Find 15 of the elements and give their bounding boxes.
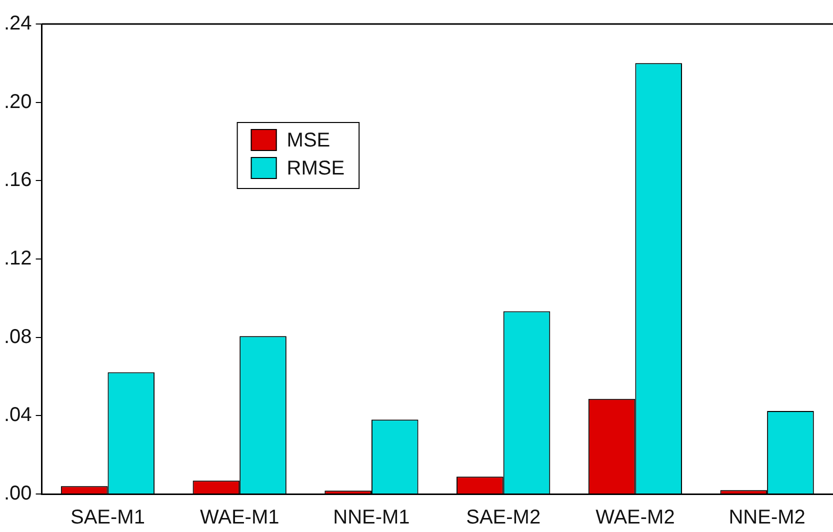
x-tick-label: WAE-M1	[200, 506, 280, 529]
legend-label: MSE	[286, 130, 330, 152]
y-tick-label: .04	[4, 404, 32, 426]
x-tick-label: SAE-M2	[466, 506, 541, 529]
y-tick-label: .16	[4, 169, 32, 192]
y-tick-label: .00	[4, 482, 32, 505]
x-tick-label: SAE-M1	[70, 506, 145, 529]
y-tick-label: .20	[4, 90, 32, 113]
y-tick-label: .12	[4, 248, 32, 270]
x-tick-label: NNE-M2	[728, 506, 806, 529]
x-tick-label: WAE-M2	[596, 506, 675, 529]
y-tick-label: .08	[4, 326, 32, 348]
y-tick-label: .24	[4, 12, 32, 35]
legend-label: RMSE	[286, 158, 345, 180]
x-tick-label: NNE-M1	[333, 506, 410, 529]
